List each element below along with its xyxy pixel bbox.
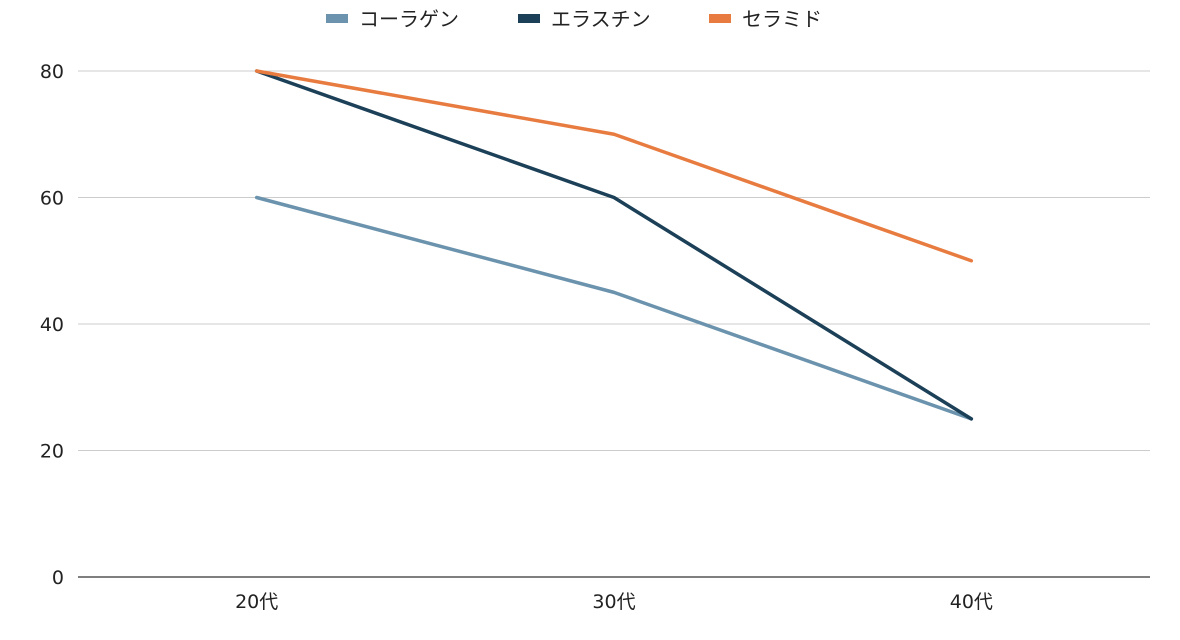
y-tick-label-20: 20 [40,441,64,463]
legend-label-2: セラミド [742,7,822,31]
series-line-0 [257,198,972,419]
legend-swatch-0 [326,14,348,23]
x-tick-label-2: 40代 [950,591,993,613]
x-axis: 20代 30代 40代 [78,577,1150,613]
legend-label-1: エラスチン [551,7,651,31]
series-line-1 [257,71,972,419]
series-line-2 [257,71,972,261]
x-tick-label-0: 20代 [235,591,278,613]
y-tick-label-60: 60 [40,188,64,210]
series-lines [257,71,972,419]
x-tick-label-1: 30代 [592,591,635,613]
gridlines [78,71,1150,451]
legend-swatch-2 [709,14,731,23]
y-axis: 0 20 40 60 80 [40,61,64,589]
y-tick-label-40: 40 [40,314,64,336]
y-tick-label-0: 0 [52,567,64,589]
legend-swatch-1 [518,14,540,23]
y-tick-label-80: 80 [40,61,64,83]
legend: コーラゲン エラスチン セラミド [326,7,822,31]
legend-label-0: コーラゲン [359,7,459,31]
